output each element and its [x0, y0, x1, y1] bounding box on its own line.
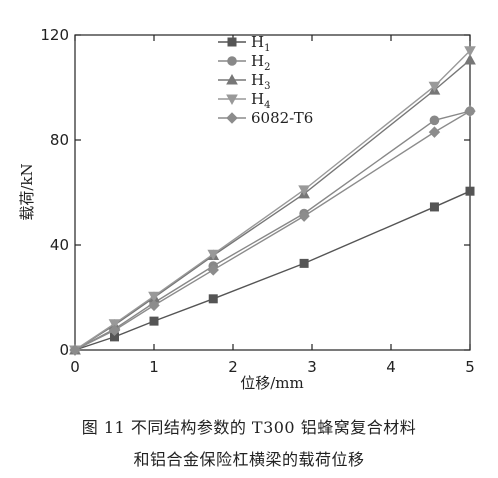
- data-point: [207, 264, 219, 276]
- figure-caption-line-1: 图 11 不同结构参数的 T300 铝蜂窝复合材料: [81, 418, 417, 437]
- data-point: [149, 316, 159, 326]
- plot-area-frame: [74, 34, 471, 351]
- series-5: [69, 105, 476, 356]
- data-point: [429, 202, 439, 212]
- data-point: [208, 294, 218, 304]
- legend-marker: [227, 37, 237, 47]
- data-point: [298, 185, 310, 196]
- legend-item: 6082-T6: [218, 109, 313, 127]
- data-point: [108, 324, 121, 337]
- series-3: [69, 53, 476, 355]
- data-point: [465, 186, 475, 196]
- series-line: [74, 59, 471, 351]
- y-tick-label: 80: [50, 131, 69, 149]
- series-layer: [69, 46, 476, 357]
- legend-marker: [226, 94, 238, 106]
- data-point: [464, 105, 476, 117]
- data-point: [464, 46, 476, 57]
- legend-item: H3: [218, 71, 270, 92]
- axes: [74, 34, 471, 351]
- series-line: [74, 50, 471, 351]
- data-point: [299, 258, 309, 268]
- series-4: [69, 46, 476, 357]
- y-tick-label: 0: [59, 341, 69, 359]
- series-line: [74, 110, 471, 351]
- legend-label: H3: [251, 71, 270, 92]
- legend-marker: [227, 56, 237, 66]
- data-point: [108, 319, 121, 330]
- data-point: [69, 344, 81, 356]
- y-tick-label: 120: [40, 26, 69, 44]
- legend-marker: [226, 112, 238, 124]
- legend-marker: [226, 73, 238, 85]
- y-tick-label: 40: [50, 236, 69, 254]
- legend-label: H2: [251, 52, 270, 73]
- x-tick-label: 5: [465, 358, 475, 376]
- legend-item: H2: [218, 52, 270, 73]
- data-point: [428, 81, 441, 93]
- legend-label: H1: [251, 33, 270, 54]
- x-tick-label: 1: [149, 358, 159, 376]
- y-axis-title: 载荷/kN: [18, 163, 36, 220]
- legend-label: H4: [251, 90, 270, 111]
- x-axis-ticks: 0 1 2 3 4 5: [70, 35, 475, 376]
- data-point: [428, 126, 441, 138]
- x-tick-label: 3: [307, 358, 317, 376]
- legend-item: H1: [218, 33, 270, 54]
- series-2: [70, 106, 475, 355]
- data-point: [429, 115, 440, 126]
- data-point: [464, 53, 476, 65]
- x-tick-label: 0: [70, 358, 80, 376]
- x-tick-label: 2: [228, 358, 238, 376]
- legend-item: H4: [218, 90, 270, 111]
- x-axis-title: 位移/mm: [240, 374, 304, 392]
- x-tick-label: 4: [386, 358, 396, 376]
- legend-label: 6082-T6: [251, 109, 313, 127]
- data-point: [207, 249, 220, 261]
- data-point: [148, 291, 160, 303]
- data-point: [148, 299, 160, 312]
- figure-caption-line-2: 和铝合金保险杠横梁的载荷位移: [133, 450, 365, 469]
- data-point: [298, 210, 310, 222]
